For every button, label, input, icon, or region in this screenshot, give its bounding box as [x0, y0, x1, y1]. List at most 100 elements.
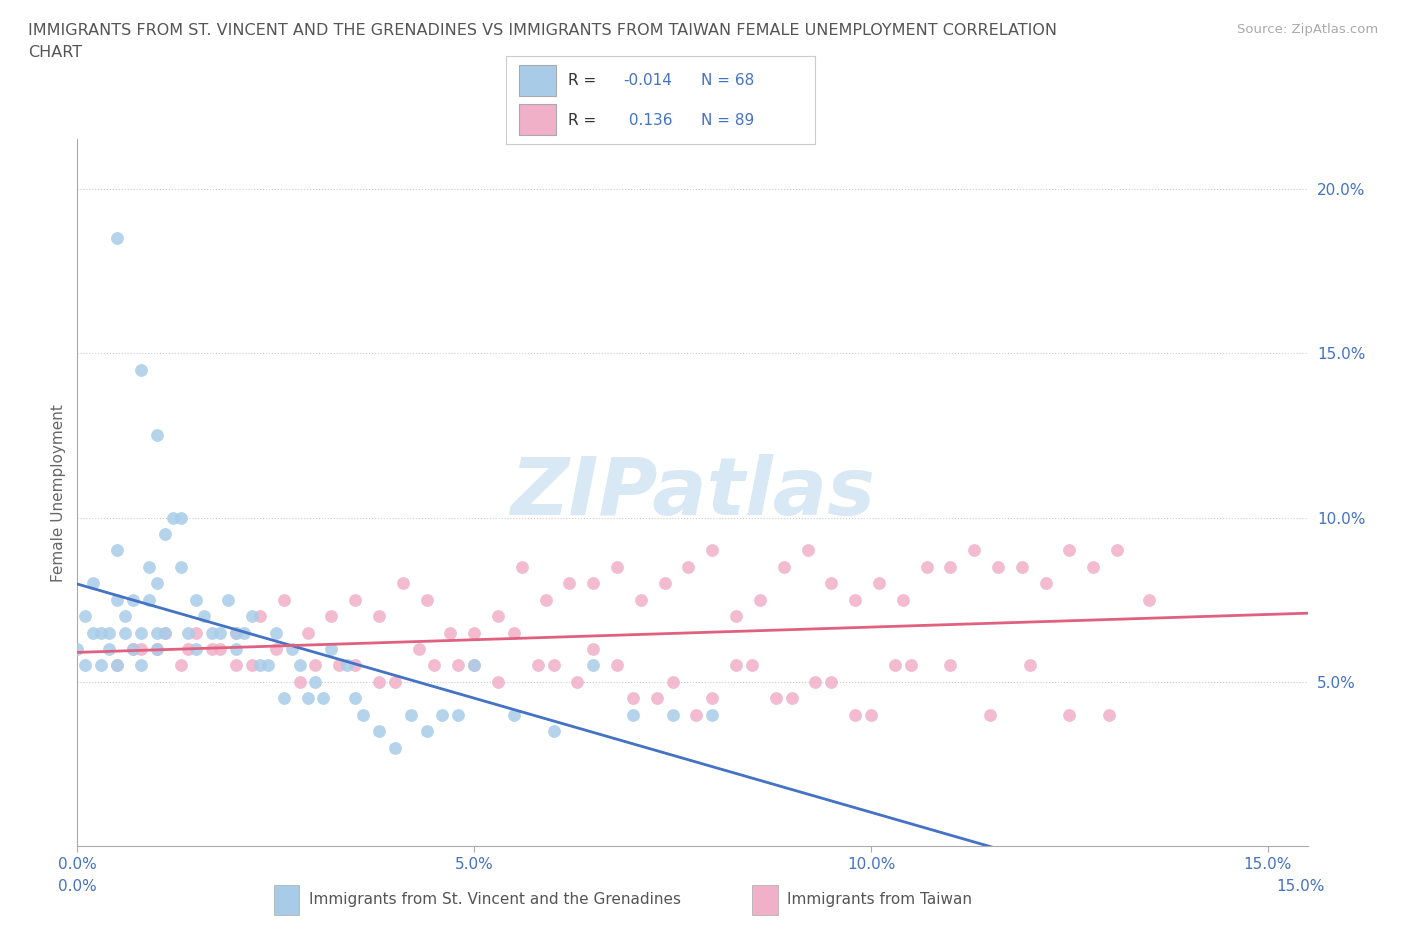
- Point: [384, 674, 406, 689]
- Point: [90, 658, 112, 673]
- Point: [939, 658, 962, 673]
- Point: [75, 658, 97, 673]
- Text: Immigrants from Taiwan: Immigrants from Taiwan: [787, 892, 973, 908]
- Point: [312, 691, 335, 706]
- Point: [186, 625, 208, 640]
- Point: [939, 560, 962, 575]
- Point: [780, 691, 803, 706]
- Point: [408, 642, 430, 657]
- Point: [145, 576, 167, 591]
- Point: [186, 642, 208, 657]
- Point: [225, 625, 247, 640]
- Point: [145, 428, 167, 443]
- Point: [217, 592, 239, 607]
- Point: [1098, 708, 1121, 723]
- Point: [344, 691, 367, 706]
- Point: [502, 708, 524, 723]
- Point: [105, 592, 128, 607]
- Point: [384, 740, 406, 755]
- Point: [567, 674, 589, 689]
- Point: [105, 231, 128, 246]
- Point: [582, 576, 605, 591]
- Point: [963, 543, 986, 558]
- Point: [820, 674, 842, 689]
- Point: [486, 609, 509, 624]
- Point: [273, 592, 295, 607]
- Point: [193, 609, 215, 624]
- Point: [138, 592, 160, 607]
- Point: [129, 362, 152, 377]
- Point: [321, 609, 343, 624]
- Bar: [519, 104, 555, 136]
- Point: [75, 609, 97, 624]
- Text: 0.0%: 0.0%: [58, 879, 97, 894]
- Point: [725, 658, 748, 673]
- Point: [177, 625, 200, 640]
- Point: [82, 576, 104, 591]
- Text: R =: R =: [568, 113, 602, 127]
- Point: [145, 642, 167, 657]
- Point: [129, 625, 152, 640]
- Point: [264, 642, 287, 657]
- Point: [344, 592, 367, 607]
- Point: [678, 560, 700, 575]
- Point: [344, 658, 367, 673]
- Bar: [519, 65, 555, 96]
- Point: [145, 642, 167, 657]
- Point: [169, 560, 191, 575]
- Point: [368, 724, 391, 738]
- Point: [661, 708, 683, 723]
- Point: [249, 658, 271, 673]
- Point: [606, 560, 628, 575]
- Point: [1011, 560, 1033, 575]
- Point: [288, 658, 311, 673]
- Point: [273, 691, 295, 706]
- Point: [415, 724, 437, 738]
- Point: [304, 658, 326, 673]
- Point: [1059, 543, 1081, 558]
- Point: [1035, 576, 1057, 591]
- Point: [463, 658, 485, 673]
- Point: [796, 543, 818, 558]
- Point: [209, 625, 232, 640]
- Point: [502, 625, 524, 640]
- Text: -0.014: -0.014: [624, 73, 672, 88]
- Point: [105, 658, 128, 673]
- Y-axis label: Female Unemployment: Female Unemployment: [51, 404, 66, 582]
- Point: [297, 625, 319, 640]
- Point: [122, 592, 145, 607]
- Point: [654, 576, 676, 591]
- Point: [630, 592, 652, 607]
- Point: [225, 642, 247, 657]
- Point: [543, 724, 565, 738]
- Point: [415, 592, 437, 607]
- Point: [297, 691, 319, 706]
- Point: [233, 625, 256, 640]
- Text: IMMIGRANTS FROM ST. VINCENT AND THE GRENADINES VS IMMIGRANTS FROM TAIWAN FEMALE : IMMIGRANTS FROM ST. VINCENT AND THE GREN…: [28, 23, 1057, 38]
- Point: [98, 625, 121, 640]
- Point: [804, 674, 827, 689]
- Text: Immigrants from St. Vincent and the Grenadines: Immigrants from St. Vincent and the Gren…: [309, 892, 682, 908]
- Point: [304, 674, 326, 689]
- Point: [1018, 658, 1040, 673]
- Point: [772, 560, 794, 575]
- Point: [114, 625, 136, 640]
- Point: [66, 642, 89, 657]
- Point: [463, 658, 485, 673]
- Point: [399, 708, 422, 723]
- Point: [177, 642, 200, 657]
- Point: [439, 625, 461, 640]
- Bar: [274, 884, 299, 915]
- Point: [153, 625, 176, 640]
- Point: [702, 708, 724, 723]
- Point: [240, 609, 263, 624]
- Point: [153, 625, 176, 640]
- Point: [860, 708, 883, 723]
- Point: [987, 560, 1010, 575]
- Point: [702, 543, 724, 558]
- Point: [1059, 708, 1081, 723]
- Point: [186, 592, 208, 607]
- Point: [645, 691, 668, 706]
- Point: [114, 609, 136, 624]
- Point: [209, 642, 232, 657]
